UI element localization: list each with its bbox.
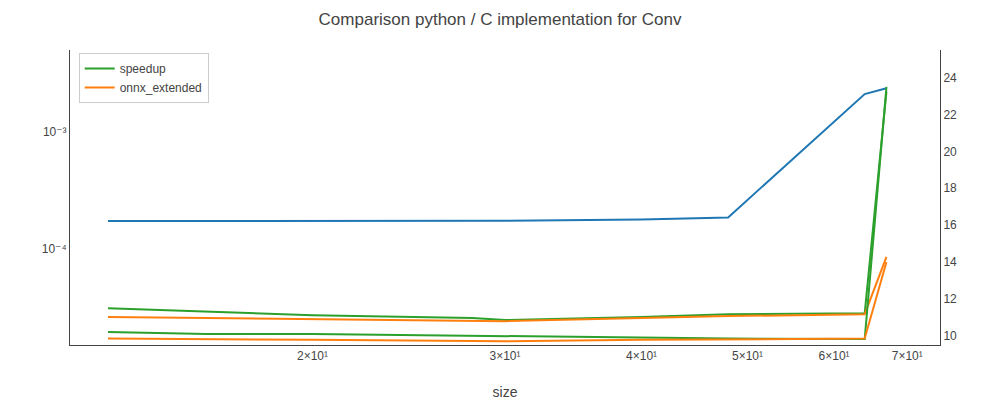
svg-text:2×10¹: 2×10¹ (297, 349, 328, 363)
svg-text:6×10¹: 6×10¹ (819, 349, 850, 363)
svg-text:Comparison python / C implemen: Comparison python / C implementation for… (319, 10, 682, 29)
svg-text:7×10¹: 7×10¹ (892, 349, 923, 363)
svg-text:size: size (493, 384, 518, 400)
svg-text:speedup: speedup (120, 62, 166, 76)
svg-text:5×10¹: 5×10¹ (732, 349, 763, 363)
svg-text:20: 20 (943, 145, 957, 159)
svg-text:12: 12 (943, 292, 957, 306)
svg-text:14: 14 (943, 255, 957, 269)
svg-text:10⁻³: 10⁻³ (43, 125, 67, 139)
svg-text:18: 18 (943, 181, 957, 195)
svg-text:4×10¹: 4×10¹ (626, 349, 657, 363)
svg-text:3×10¹: 3×10¹ (489, 349, 520, 363)
svg-text:22: 22 (943, 108, 957, 122)
svg-text:onnx_extended: onnx_extended (120, 81, 202, 95)
svg-text:16: 16 (943, 218, 957, 232)
svg-text:10⁻⁴: 10⁻⁴ (42, 242, 67, 256)
svg-text:10: 10 (943, 329, 957, 343)
svg-text:24: 24 (943, 71, 957, 85)
